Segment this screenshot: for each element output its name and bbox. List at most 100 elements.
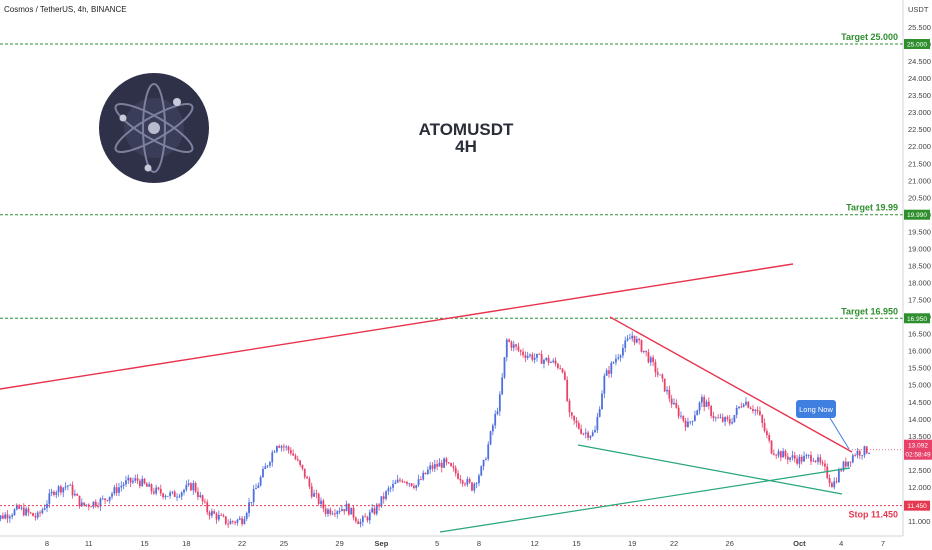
x-tick-label: 29: [335, 539, 343, 548]
candle-body: [273, 451, 276, 453]
candle-body: [57, 486, 60, 493]
candle-body: [257, 485, 260, 488]
candle-body: [673, 402, 675, 405]
candle-body: [443, 458, 445, 468]
candle-body: [8, 516, 11, 519]
candle-body: [503, 357, 506, 378]
target-price-tag-text: 25.000: [907, 42, 927, 49]
x-tick-label: 15: [140, 539, 148, 548]
candle-body: [162, 493, 165, 498]
logo-electron-3: [144, 164, 152, 172]
candle-body: [598, 409, 601, 417]
candle-body: [526, 355, 529, 358]
y-tick-label: 17.500: [908, 296, 931, 305]
candle-body: [20, 507, 23, 509]
candle-body: [282, 446, 285, 448]
candle-body: [591, 432, 594, 436]
candle-body: [301, 464, 304, 469]
callout-pointer: [829, 417, 850, 450]
candle-body: [213, 511, 216, 514]
target-price-tag: [904, 313, 930, 324]
candle-body: [464, 483, 466, 485]
y-tick-label: 18.000: [908, 279, 931, 288]
candle-body: [733, 414, 736, 422]
candle-body: [505, 339, 508, 358]
candle-body: [50, 491, 53, 494]
candle-body: [522, 351, 524, 356]
candle-body: [401, 480, 404, 482]
y-tick-label: 25.500: [908, 23, 931, 32]
candle-body: [800, 456, 803, 462]
candle-body: [285, 446, 288, 448]
candle-body: [844, 461, 847, 467]
candle-body: [136, 478, 139, 481]
candle-body: [399, 479, 401, 481]
y-tick-label: 21.000: [908, 176, 931, 185]
candle-body: [633, 335, 636, 343]
candle-body: [649, 357, 652, 363]
y-tick-label: 14.000: [908, 415, 931, 424]
candle-body: [227, 523, 230, 525]
candle-body: [510, 341, 513, 348]
candle-body: [473, 483, 476, 491]
candle-body: [406, 482, 408, 484]
candle-body: [856, 451, 859, 456]
candle-body: [271, 452, 274, 463]
candle-body: [782, 451, 785, 458]
y-tick-label: 14.500: [908, 398, 931, 407]
candle-body: [287, 446, 290, 451]
candle-body: [243, 518, 246, 525]
candle-body: [120, 485, 123, 488]
candle-body: [668, 389, 671, 399]
candle-body: [754, 409, 757, 411]
candle-body: [236, 519, 239, 523]
candle-body: [289, 450, 292, 454]
candle-body: [134, 478, 137, 481]
candle-body: [721, 417, 724, 422]
candle-body: [32, 513, 34, 517]
stop-price-tag-text: 11.450: [907, 503, 927, 510]
candle-body: [457, 473, 459, 479]
y-tick-label: 20.500: [908, 193, 931, 202]
candle-body: [278, 446, 281, 448]
candle-body: [826, 466, 829, 478]
candle-body: [728, 419, 731, 424]
candle-body: [777, 451, 780, 456]
candle-body: [378, 504, 380, 507]
candle-body: [868, 453, 870, 454]
y-tick-label: 22.500: [908, 125, 931, 134]
x-tick-label: 22: [238, 539, 246, 548]
candle-body: [587, 432, 589, 438]
candle-body: [519, 350, 522, 352]
x-tick-label: 19: [628, 539, 636, 548]
candle-body: [69, 484, 72, 486]
candle-body: [798, 456, 801, 464]
candle-body: [689, 421, 692, 423]
candle-body: [831, 482, 833, 488]
candle-body: [747, 401, 750, 408]
candle-body: [431, 465, 434, 469]
candle-body: [561, 368, 564, 373]
candle-body: [494, 414, 497, 426]
candle-body: [440, 462, 443, 468]
candle-body: [749, 407, 752, 409]
candle-body: [770, 440, 773, 454]
callout-label: Long Now: [799, 405, 833, 414]
candle-body: [656, 372, 659, 375]
price-tags: 25.000 19.990 16.950 11.450 13.092 02:58:49: [852, 39, 932, 511]
candle-body: [1, 515, 4, 519]
candle-body: [445, 458, 448, 463]
candle-body: [13, 509, 16, 516]
candle-body: [436, 464, 439, 467]
candle-body: [724, 417, 726, 422]
candle-body: [347, 503, 350, 515]
candle-body: [180, 492, 183, 497]
candle-body: [375, 504, 378, 514]
y-tick-label: 12.500: [908, 466, 931, 475]
candle-body: [71, 484, 74, 496]
candle-body: [345, 503, 348, 512]
candle-body: [148, 484, 151, 487]
candle-body: [199, 495, 202, 497]
candle-body: [454, 467, 457, 474]
